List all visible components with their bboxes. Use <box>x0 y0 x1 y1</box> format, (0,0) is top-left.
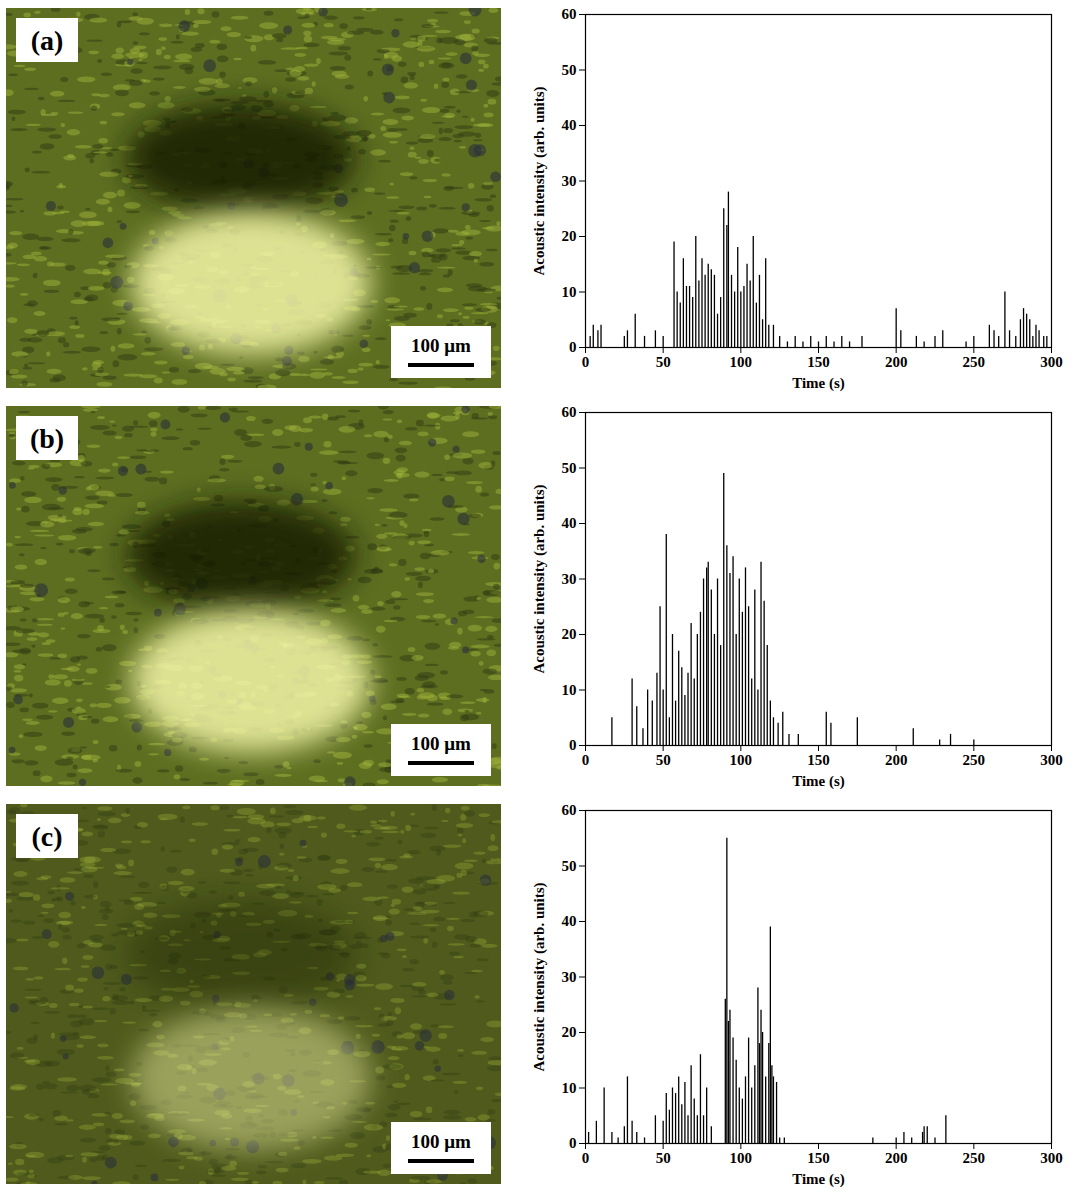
svg-text:60: 60 <box>562 6 577 22</box>
svg-text:100: 100 <box>730 354 753 370</box>
svg-text:10: 10 <box>562 284 577 300</box>
svg-text:10: 10 <box>562 1080 577 1096</box>
svg-text:150: 150 <box>807 1150 830 1166</box>
svg-text:30: 30 <box>562 571 577 587</box>
svg-text:200: 200 <box>885 752 908 768</box>
svg-text:50: 50 <box>562 460 577 476</box>
svg-text:Acoustic intensity (arb. units: Acoustic intensity (arb. units) <box>531 86 548 275</box>
svg-text:250: 250 <box>963 1150 986 1166</box>
svg-text:60: 60 <box>562 404 577 420</box>
svg-text:0: 0 <box>582 1150 590 1166</box>
svg-text:50: 50 <box>656 354 671 370</box>
svg-text:Time (s): Time (s) <box>792 375 845 392</box>
svg-text:(b): (b) <box>30 423 64 454</box>
svg-text:40: 40 <box>562 913 577 929</box>
svg-text:100: 100 <box>730 752 753 768</box>
svg-text:250: 250 <box>963 752 986 768</box>
svg-text:Time (s): Time (s) <box>792 1171 845 1188</box>
svg-text:100 μm: 100 μm <box>411 1131 471 1152</box>
svg-text:0: 0 <box>582 752 590 768</box>
svg-text:40: 40 <box>562 117 577 133</box>
svg-text:0: 0 <box>569 737 577 753</box>
svg-text:Acoustic intensity (arb. units: Acoustic intensity (arb. units) <box>531 484 548 673</box>
svg-text:50: 50 <box>656 1150 671 1166</box>
svg-text:(a): (a) <box>31 25 64 56</box>
svg-text:100 μm: 100 μm <box>411 733 471 754</box>
svg-text:(c): (c) <box>31 821 62 852</box>
svg-text:50: 50 <box>656 752 671 768</box>
svg-text:300: 300 <box>1040 752 1063 768</box>
svg-text:300: 300 <box>1040 354 1063 370</box>
svg-text:40: 40 <box>562 515 577 531</box>
svg-text:60: 60 <box>562 802 577 818</box>
svg-text:100 μm: 100 μm <box>411 335 471 356</box>
svg-text:20: 20 <box>562 626 577 642</box>
svg-text:30: 30 <box>562 173 577 189</box>
svg-text:300: 300 <box>1040 1150 1063 1166</box>
svg-text:30: 30 <box>562 969 577 985</box>
svg-text:20: 20 <box>562 1024 577 1040</box>
svg-text:150: 150 <box>807 752 830 768</box>
svg-text:Time (s): Time (s) <box>792 773 845 790</box>
svg-text:0: 0 <box>582 354 590 370</box>
svg-text:10: 10 <box>562 682 577 698</box>
svg-text:0: 0 <box>569 1135 577 1151</box>
svg-text:200: 200 <box>885 1150 908 1166</box>
svg-text:50: 50 <box>562 858 577 874</box>
svg-text:20: 20 <box>562 228 577 244</box>
svg-text:100: 100 <box>730 1150 753 1166</box>
svg-text:200: 200 <box>885 354 908 370</box>
svg-text:0: 0 <box>569 339 577 355</box>
svg-text:Acoustic intensity (arb. units: Acoustic intensity (arb. units) <box>531 882 548 1071</box>
svg-text:50: 50 <box>562 62 577 78</box>
svg-text:250: 250 <box>963 354 986 370</box>
svg-text:150: 150 <box>807 354 830 370</box>
